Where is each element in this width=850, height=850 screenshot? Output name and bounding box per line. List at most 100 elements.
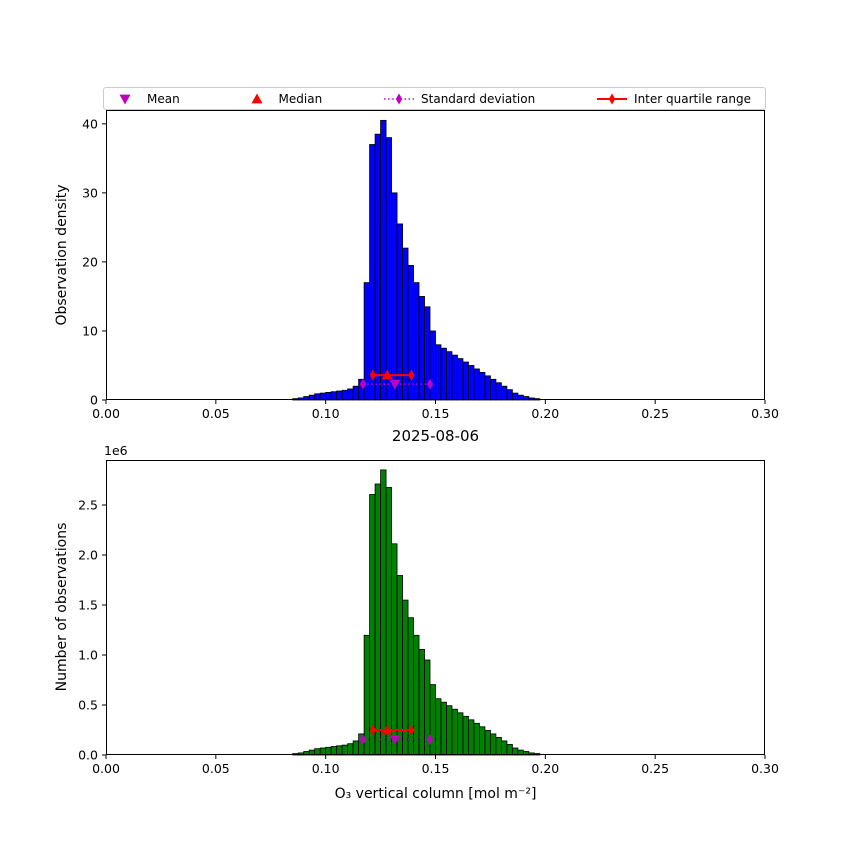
y-tick-label: 2.0 [78,548,98,563]
histogram-bar [336,390,343,401]
histogram-bar [429,330,436,401]
histogram-bar [369,144,376,401]
histogram-bar [468,719,475,756]
legend-marker [251,93,263,103]
histogram-bar [391,192,398,401]
x-tick-label: 0.30 [751,761,779,776]
median-marker [381,369,393,380]
histogram-bar [363,634,370,756]
legend-marker [395,93,403,104]
legend-item-label: Mean [147,91,180,106]
histogram-bar [490,733,497,756]
x-tick-label: 0.10 [312,761,340,776]
histogram-bar [391,543,398,756]
histogram-bar [506,389,513,401]
histogram-bar [347,388,354,401]
y-tick-label: 40 [82,116,98,131]
histogram-bar [413,282,420,401]
std-marker [359,378,367,390]
x-tick-label: 0.00 [92,761,120,776]
x-tick-label: 0.10 [312,406,340,421]
histogram-bar [330,746,338,756]
histogram-bar [352,385,360,401]
y-tick-label: 30 [82,185,98,200]
histogram-bar [341,389,349,401]
iqr-marker [369,724,377,736]
std-marker [426,734,434,745]
histogram-bar [506,743,513,756]
x-tick-label: 0.15 [422,406,450,421]
axes-frame [106,110,765,400]
histogram-bar [352,740,360,756]
histogram-bar [479,726,486,756]
top-histogram: 0.00 0.05 0.10 0.15 0.20 0.25 0.30 0 10 20 30 40 [82,110,779,421]
bottom-y-axis-label: Number of observations [54,522,70,692]
x-tick-label: 0.25 [641,406,669,421]
histogram-bar [380,469,387,756]
y-tick-label: 0.0 [78,748,98,763]
standard-deviation-legend-marker-icon [384,93,415,104]
histogram-bar [429,684,436,756]
histogram-bar [396,575,403,756]
histogram-bar [495,382,502,401]
histogram-bar [495,736,502,756]
chart-title: 2025-08-06 [391,427,480,445]
histogram-bar [462,715,469,756]
legend-item-label: Median [278,91,323,106]
histogram-bar [402,247,409,401]
histogram-bar [511,392,519,401]
top-y-axis-label: Observation density [54,184,70,326]
histogram-bar [440,347,447,401]
y-tick-label: 2.5 [78,498,98,513]
median-legend-marker-icon [251,93,263,103]
y-tick-label: 0.5 [78,698,98,713]
legend-item-inter-quartile-range: Inter quartile range [595,91,751,107]
histogram-bar [347,743,354,756]
histogram-bar [407,264,414,401]
histogram-bar [319,392,327,401]
legend: Mean Median Standard deviation Inter quarti… [103,87,766,110]
legend-marker [119,94,131,104]
x-tick-label: 0.25 [641,761,669,776]
histogram-bar [500,385,508,401]
histogram-bar [385,137,392,401]
histogram-bar [396,223,403,401]
histogram-bar [435,698,442,756]
histogram-bar [374,483,381,756]
axes-frame [106,460,765,755]
iqr-marker [408,369,415,381]
histogram-bar [402,599,409,756]
x-tick-label: 0.15 [422,761,450,776]
histogram-bar [446,351,453,401]
histogram-bar [490,378,497,401]
histogram-bar [374,133,381,401]
histogram-bar [500,740,508,756]
legend-item-label: Inter quartile range [634,91,751,106]
histogram-bar [457,712,464,756]
histogram-bar [446,705,453,756]
histogram-bar [380,119,387,401]
y-tick-label: 20 [82,254,98,269]
x-tick-label: 0.00 [92,406,120,421]
mean-marker [389,379,401,390]
histogram-bar [473,368,480,401]
x-tick-label: 0.05 [202,406,230,421]
x-tick-label: 0.30 [751,406,779,421]
histogram-bar [330,391,338,401]
histogram-bar [462,361,469,401]
histogram-bar [473,722,480,756]
histogram-bar [484,729,491,756]
y-axis-multiplier: 1e6 [104,443,128,458]
y-tick-label: 10 [82,323,98,338]
legend-item-standard-deviation: Standard deviation [382,91,535,107]
mean-marker [389,735,401,745]
y-tick-label: 0 [90,393,98,408]
x-tick-label: 0.05 [202,761,230,776]
std-marker [359,734,367,745]
histogram-bar [511,747,519,756]
histogram-bar [451,354,458,401]
histogram-bar [457,358,464,401]
histogram-bar [435,344,442,401]
legend-item-mean: Mean [108,91,180,107]
